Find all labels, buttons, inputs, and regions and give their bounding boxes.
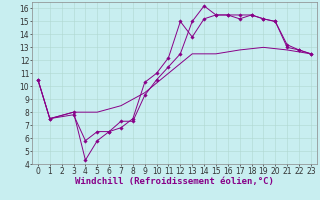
X-axis label: Windchill (Refroidissement éolien,°C): Windchill (Refroidissement éolien,°C) <box>75 177 274 186</box>
